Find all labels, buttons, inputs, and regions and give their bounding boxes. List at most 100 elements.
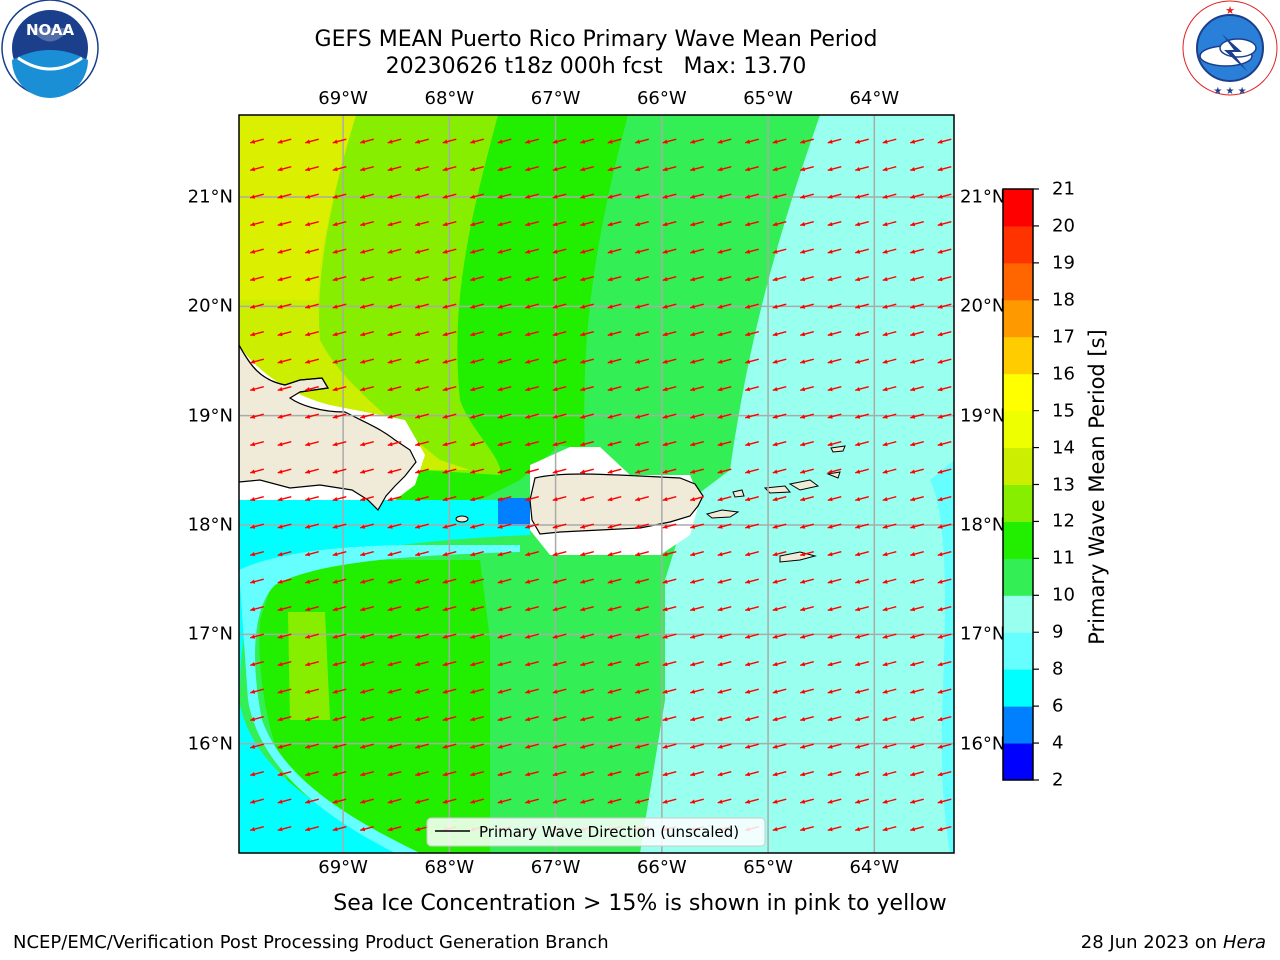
wave-direction-arrow bbox=[305, 743, 319, 749]
wave-direction-arrow bbox=[250, 386, 264, 392]
wave-direction-arrow bbox=[552, 771, 567, 777]
wave-direction-arrow bbox=[607, 606, 622, 612]
wave-direction-arrow bbox=[580, 743, 594, 749]
wave-direction-arrow bbox=[800, 743, 814, 749]
wave-direction-arrow bbox=[635, 138, 649, 144]
period-band-6-8-west bbox=[239, 500, 530, 700]
puerto-rico-landmass bbox=[529, 473, 704, 535]
wave-direction-arrow bbox=[552, 551, 567, 557]
wave-direction-arrow bbox=[497, 496, 512, 502]
wave-direction-arrow bbox=[800, 276, 814, 282]
wave-direction-arrow bbox=[277, 193, 292, 199]
anegada-island bbox=[830, 445, 846, 453]
wave-direction-arrow bbox=[525, 386, 539, 392]
wave-direction-arrow bbox=[387, 331, 402, 337]
wave-direction-arrow bbox=[387, 221, 402, 227]
wave-direction-arrow bbox=[415, 138, 429, 144]
wave-direction-arrow bbox=[470, 523, 484, 529]
wave-direction-arrow bbox=[332, 661, 347, 667]
longitude-label: 68°W bbox=[424, 857, 475, 878]
wave-direction-arrow bbox=[882, 661, 897, 667]
wave-direction-arrow bbox=[772, 826, 787, 832]
wave-direction-arrow bbox=[497, 276, 512, 282]
wave-direction-arrow bbox=[690, 221, 704, 227]
wave-direction-arrow bbox=[635, 798, 649, 804]
wave-direction-arrow bbox=[470, 551, 484, 557]
wave-direction-arrow bbox=[635, 303, 649, 309]
wave-direction-arrow bbox=[360, 551, 374, 557]
wave-direction-arrow bbox=[662, 771, 677, 777]
wave-direction-arrow bbox=[635, 166, 649, 172]
wave-direction-arrow bbox=[855, 138, 869, 144]
wave-direction-arrow bbox=[910, 606, 924, 612]
wave-direction-arrow bbox=[360, 193, 374, 199]
wave-direction-arrow bbox=[937, 606, 952, 612]
wave-direction-arrow bbox=[690, 468, 704, 474]
wave-direction-arrow bbox=[690, 276, 704, 282]
wave-direction-arrow bbox=[387, 468, 402, 474]
wave-direction-arrow bbox=[717, 138, 732, 144]
wave-direction-arrow bbox=[305, 688, 319, 694]
wave-direction-arrow bbox=[277, 633, 292, 639]
wave-direction-arrow bbox=[497, 523, 512, 529]
wave-direction-arrow bbox=[827, 798, 842, 804]
wave-direction-arrow bbox=[360, 166, 374, 172]
wave-direction-arrow bbox=[937, 413, 952, 419]
wave-direction-arrow bbox=[387, 633, 402, 639]
wave-direction-arrow bbox=[910, 193, 924, 199]
wave-direction-arrow bbox=[800, 633, 814, 639]
wave-direction-arrow bbox=[525, 441, 539, 447]
wave-direction-arrow bbox=[442, 798, 457, 804]
wave-direction-arrow bbox=[497, 221, 512, 227]
wave-direction-arrow bbox=[827, 386, 842, 392]
wave-direction-arrow bbox=[305, 248, 319, 254]
wave-direction-arrow bbox=[800, 441, 814, 447]
wave-direction-arrow bbox=[332, 578, 347, 584]
colorbar-tick-label: 11 bbox=[1052, 547, 1075, 569]
wave-direction-arrow bbox=[360, 688, 374, 694]
wave-direction-arrow bbox=[690, 551, 704, 557]
wave-direction-arrow bbox=[662, 551, 677, 557]
mona-island bbox=[455, 515, 469, 523]
wave-direction-arrow bbox=[662, 386, 677, 392]
wave-direction-arrow bbox=[277, 798, 292, 804]
colorbar-tick-label: 6 bbox=[1052, 695, 1064, 717]
wave-direction-arrow bbox=[827, 413, 842, 419]
wave-direction-arrow bbox=[800, 138, 814, 144]
wave-direction-arrow bbox=[772, 468, 787, 474]
wave-direction-arrow bbox=[332, 771, 347, 777]
wave-direction-arrow bbox=[772, 606, 787, 612]
wave-direction-arrow bbox=[662, 496, 677, 502]
wave-direction-arrow bbox=[800, 166, 814, 172]
wave-direction-arrow bbox=[937, 386, 952, 392]
wave-direction-arrow bbox=[882, 193, 897, 199]
wave-direction-arrow bbox=[717, 633, 732, 639]
wave-direction-arrow bbox=[882, 276, 897, 282]
wave-direction-arrow bbox=[662, 193, 677, 199]
wave-direction-arrow bbox=[690, 358, 704, 364]
wave-direction-arrow bbox=[662, 441, 677, 447]
wave-direction-arrow bbox=[910, 276, 924, 282]
colorbar-tick-label: 21 bbox=[1052, 178, 1075, 200]
wave-direction-arrow bbox=[442, 221, 457, 227]
colorbar-segment bbox=[1003, 632, 1033, 670]
wave-direction-arrow bbox=[442, 331, 457, 337]
wave-direction-arrow bbox=[800, 193, 814, 199]
wave-direction-arrow bbox=[607, 276, 622, 282]
wave-direction-arrow bbox=[387, 193, 402, 199]
wave-direction-arrow bbox=[250, 743, 264, 749]
wave-direction-arrow bbox=[772, 248, 787, 254]
wave-direction-arrow bbox=[690, 166, 704, 172]
wave-direction-arrow bbox=[607, 193, 622, 199]
wave-direction-arrow bbox=[332, 413, 347, 419]
wave-direction-arrow bbox=[717, 551, 732, 557]
wave-direction-arrow bbox=[745, 358, 759, 364]
wave-direction-arrow bbox=[552, 138, 567, 144]
wave-direction-arrow bbox=[745, 193, 759, 199]
colorbar-tick-label: 13 bbox=[1052, 474, 1075, 495]
wave-direction-arrow bbox=[525, 716, 539, 722]
wave-direction-arrow bbox=[910, 386, 924, 392]
wave-direction-arrow bbox=[800, 358, 814, 364]
wave-direction-arrow bbox=[827, 441, 842, 447]
period-band-6-8-southwest bbox=[239, 700, 400, 853]
